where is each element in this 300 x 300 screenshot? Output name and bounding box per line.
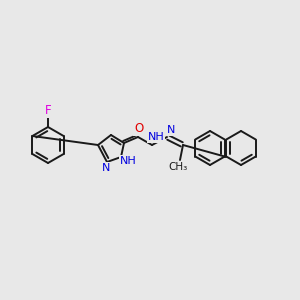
- Text: NH: NH: [148, 132, 164, 142]
- Text: N: N: [167, 125, 175, 135]
- Text: N: N: [102, 163, 110, 173]
- Text: F: F: [45, 104, 51, 118]
- Text: O: O: [134, 122, 144, 136]
- Text: CH₃: CH₃: [168, 162, 188, 172]
- Text: NH: NH: [120, 156, 136, 166]
